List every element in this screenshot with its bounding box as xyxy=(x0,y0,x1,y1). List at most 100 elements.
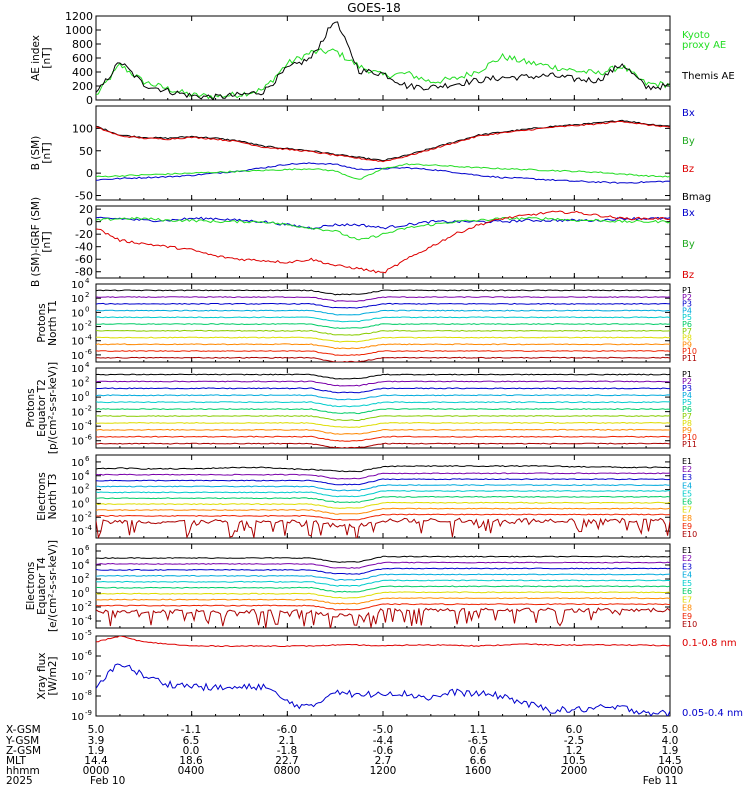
ephemeris-value: 1600 xyxy=(465,765,492,777)
series-line-p11 xyxy=(96,442,670,448)
legend-entry: E2 xyxy=(682,465,692,474)
series-line-p4 xyxy=(96,394,670,401)
legend-entry: E7 xyxy=(682,595,692,604)
series-line-e3 xyxy=(96,478,670,486)
y-tick-exponent: 6 xyxy=(85,455,90,463)
series-line-e6 xyxy=(96,585,670,593)
legend-entry: Bmag xyxy=(682,192,711,203)
ephemeris-value: 4.0 xyxy=(662,735,679,747)
series-group xyxy=(96,636,670,716)
ephemeris-value: -6.5 xyxy=(468,735,489,747)
y-axis-label: [p/(cm²-s-sr-keV)] xyxy=(47,362,59,454)
y-tick-exponent: 2 xyxy=(85,291,89,299)
y-tick-label: 10 xyxy=(71,652,84,663)
y-axis-label: Electrons xyxy=(25,562,37,611)
series-line-e3 xyxy=(96,567,670,575)
series-line-p6 xyxy=(96,408,670,415)
series-line-p5 xyxy=(96,316,670,323)
series-line-e2 xyxy=(96,472,670,480)
ephemeris-row-label: MLT xyxy=(6,755,26,767)
ephemeris-value: -2.5 xyxy=(564,735,585,747)
ephemeris-value: 1.1 xyxy=(470,724,487,736)
legend-entry: P8 xyxy=(682,334,692,343)
ephemeris-value: 6.5 xyxy=(183,735,200,747)
y-axis-label: Electrons xyxy=(36,472,48,521)
y-tick-label: 10 xyxy=(71,472,84,483)
legend-entry: proxy AE xyxy=(682,40,726,51)
y-tick-label: 10 xyxy=(71,379,84,390)
series-line-p8 xyxy=(96,336,670,343)
y-tick-label: 10 xyxy=(71,603,84,614)
y-tick-label: 0 xyxy=(86,216,93,229)
y-tick-exponent: -2 xyxy=(85,320,92,328)
legend-entry: Bz xyxy=(682,164,694,175)
series-line-p5 xyxy=(96,401,670,408)
y-tick-exponent: 2 xyxy=(85,483,89,491)
y-tick-exponent: -4 xyxy=(85,419,93,427)
y-tick-exponent: -2 xyxy=(85,510,92,518)
legend-entry: E10 xyxy=(682,530,697,539)
ephemeris-table: X-GSMY-GSMZ-GSMMLThhmm20255.03.91.914.40… xyxy=(5,724,683,787)
series-line-e8 xyxy=(96,507,670,515)
series-line-by xyxy=(96,216,670,241)
y-tick-label: 10 xyxy=(71,337,84,348)
y-tick-exponent: -7 xyxy=(85,669,92,677)
legend-entry: Bz xyxy=(682,270,694,281)
ephemeris-value: 0000 xyxy=(657,765,684,777)
series-line-0-05-0-4-nm xyxy=(96,663,670,716)
ephemeris-value: -6.0 xyxy=(277,724,298,736)
y-tick-exponent: -2 xyxy=(85,405,92,413)
ephemeris-value: 0400 xyxy=(178,765,205,777)
ephemeris-row-label: X-GSM xyxy=(6,724,41,736)
series-line-p2 xyxy=(96,380,670,387)
y-tick-label: 10 xyxy=(71,561,84,572)
ephemeris-row-label: 2025 xyxy=(6,775,33,787)
series-line-e4 xyxy=(96,484,670,492)
legend-entry: P11 xyxy=(682,440,697,449)
ephemeris-value: -5.0 xyxy=(373,724,394,736)
y-axis-label: Equator T4 xyxy=(36,557,48,615)
legend-entry: E4 xyxy=(682,481,692,490)
ephemeris-value: 0.0 xyxy=(183,745,200,757)
y-axis-label: [e/(cm²-s-sr-keV)] xyxy=(47,540,59,632)
y-tick-exponent: 0 xyxy=(85,496,89,504)
legend-entry: P5 xyxy=(682,398,692,407)
legend-entry: Themis AE xyxy=(681,71,735,82)
y-tick-exponent: 4 xyxy=(85,361,90,369)
ephemeris-value: 5.0 xyxy=(662,724,679,736)
series-line-p7 xyxy=(96,415,670,421)
y-tick-exponent: 2 xyxy=(85,572,89,580)
series-line-p7 xyxy=(96,329,670,336)
series-line-e5 xyxy=(96,490,670,498)
y-tick-label: 20 xyxy=(79,203,93,216)
y-tick-label: 100 xyxy=(72,122,93,135)
y-axis-label: Xray flux xyxy=(36,653,48,700)
y-tick-exponent: -4 xyxy=(85,334,93,342)
series-line-e5 xyxy=(96,579,670,587)
y-tick-label: 1200 xyxy=(65,10,93,23)
series-group xyxy=(96,555,670,628)
legend-entry: P4 xyxy=(682,306,692,315)
legend-entry: E8 xyxy=(682,604,692,613)
ephemeris-value: 14.4 xyxy=(84,755,108,767)
series-line-p1 xyxy=(96,373,670,380)
series-line-bx xyxy=(96,216,670,230)
legend-entry: 0.1-0.8 nm xyxy=(682,638,737,649)
series-line-bz xyxy=(96,210,670,274)
y-tick-label: 10 xyxy=(71,422,84,433)
y-tick-label: 10 xyxy=(71,308,84,319)
y-tick-exponent: -2 xyxy=(85,600,92,608)
legend-entry: E2 xyxy=(682,554,692,563)
y-tick-label: 10 xyxy=(71,364,84,375)
ephemeris-value: Feb 11 xyxy=(643,775,678,787)
series-line-e10 xyxy=(96,517,670,538)
ephemeris-value: 5.0 xyxy=(88,724,105,736)
legend-entry: Bx xyxy=(682,108,695,119)
legend-entry: E4 xyxy=(682,571,692,580)
legend-entry: P9 xyxy=(682,340,692,349)
series-line-p11 xyxy=(96,356,670,362)
ephemeris-value: -0.6 xyxy=(373,745,394,757)
y-tick-label: -60 xyxy=(75,253,93,266)
